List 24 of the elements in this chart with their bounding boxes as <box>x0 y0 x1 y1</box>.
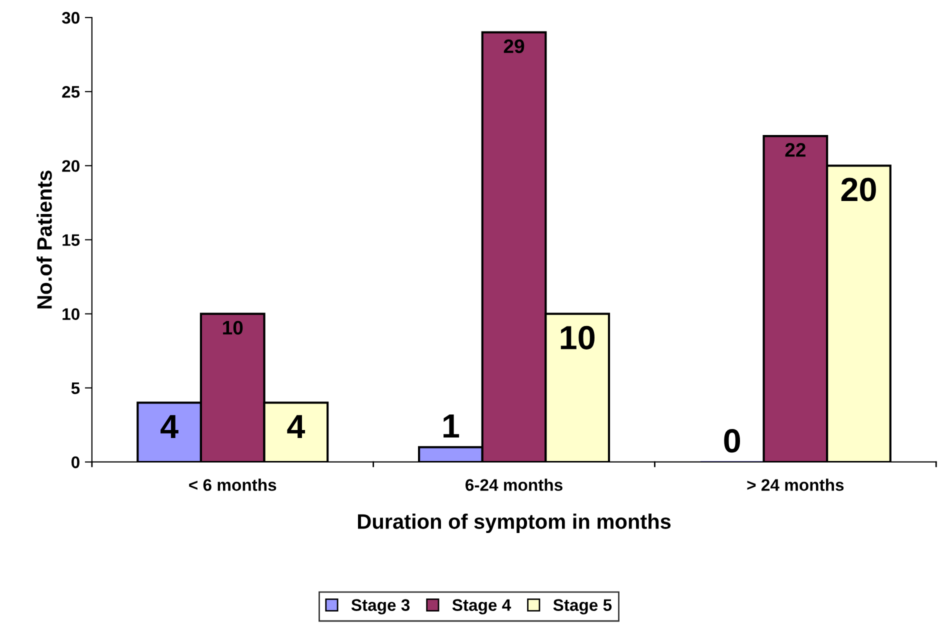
legend-label: Stage 5 <box>553 599 612 614</box>
x-axis-title: Duration of symptom in months <box>358 514 671 534</box>
y-axis-title: No.of Patients <box>36 170 52 308</box>
y-tick-label: 0 <box>72 456 80 468</box>
y-tick-label: 20 <box>62 160 80 172</box>
data-label: 0 <box>724 429 740 453</box>
data-label: 20 <box>841 178 876 202</box>
x-tick-label: < 6 months <box>189 478 276 491</box>
y-tick-label: 10 <box>62 308 80 320</box>
data-label: 4 <box>287 415 306 438</box>
legend-label: Stage 4 <box>452 599 512 614</box>
x-tick-label: > 24 months <box>747 478 844 491</box>
y-tick-label: 25 <box>62 86 80 98</box>
y-tick-label: 5 <box>71 382 80 394</box>
data-label: 10 <box>223 320 243 335</box>
x-tick-label: 6-24 months <box>466 478 562 491</box>
data-label: 1 <box>444 414 460 438</box>
legend-label: Stage 3 <box>351 599 410 614</box>
data-label: 29 <box>504 39 524 54</box>
data-label: 10 <box>560 326 595 350</box>
data-label: 22 <box>785 143 806 157</box>
y-tick-label: 30 <box>62 12 80 24</box>
y-tick-label: 15 <box>62 234 80 246</box>
data-label: 4 <box>160 415 178 438</box>
